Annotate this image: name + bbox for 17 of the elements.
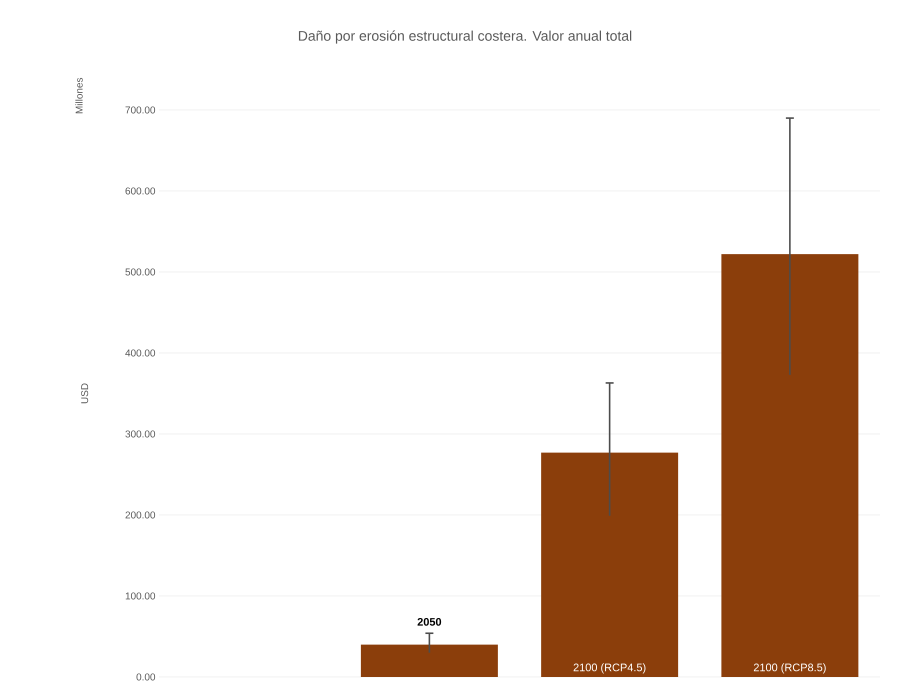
y-tick-label: 200.00 xyxy=(126,511,156,519)
x-tick-label: 2100 (RCP8.5) xyxy=(754,663,826,674)
y-tick-label: 300.00 xyxy=(125,430,156,438)
y-tick-label: 100.00 xyxy=(126,592,156,600)
y-tick-label: 700.00 xyxy=(126,106,156,114)
y-tick-label: 600.00 xyxy=(126,187,156,195)
y-tick-label: 0.00 xyxy=(136,673,156,681)
bar xyxy=(541,452,678,677)
bar xyxy=(721,254,858,677)
x-tick-label: 2050 xyxy=(418,618,442,626)
y-tick-label: 400.00 xyxy=(125,349,156,357)
x-tick-label: 2100 (RCP4.5) xyxy=(574,663,646,674)
bar xyxy=(360,644,498,677)
chart-title: Daño por erosión estructural costera. Valor anual total xyxy=(298,30,632,44)
y-axis-title: USD xyxy=(81,383,88,404)
y-tick-label: 500.00 xyxy=(125,268,156,276)
text: Millones xyxy=(75,78,83,114)
